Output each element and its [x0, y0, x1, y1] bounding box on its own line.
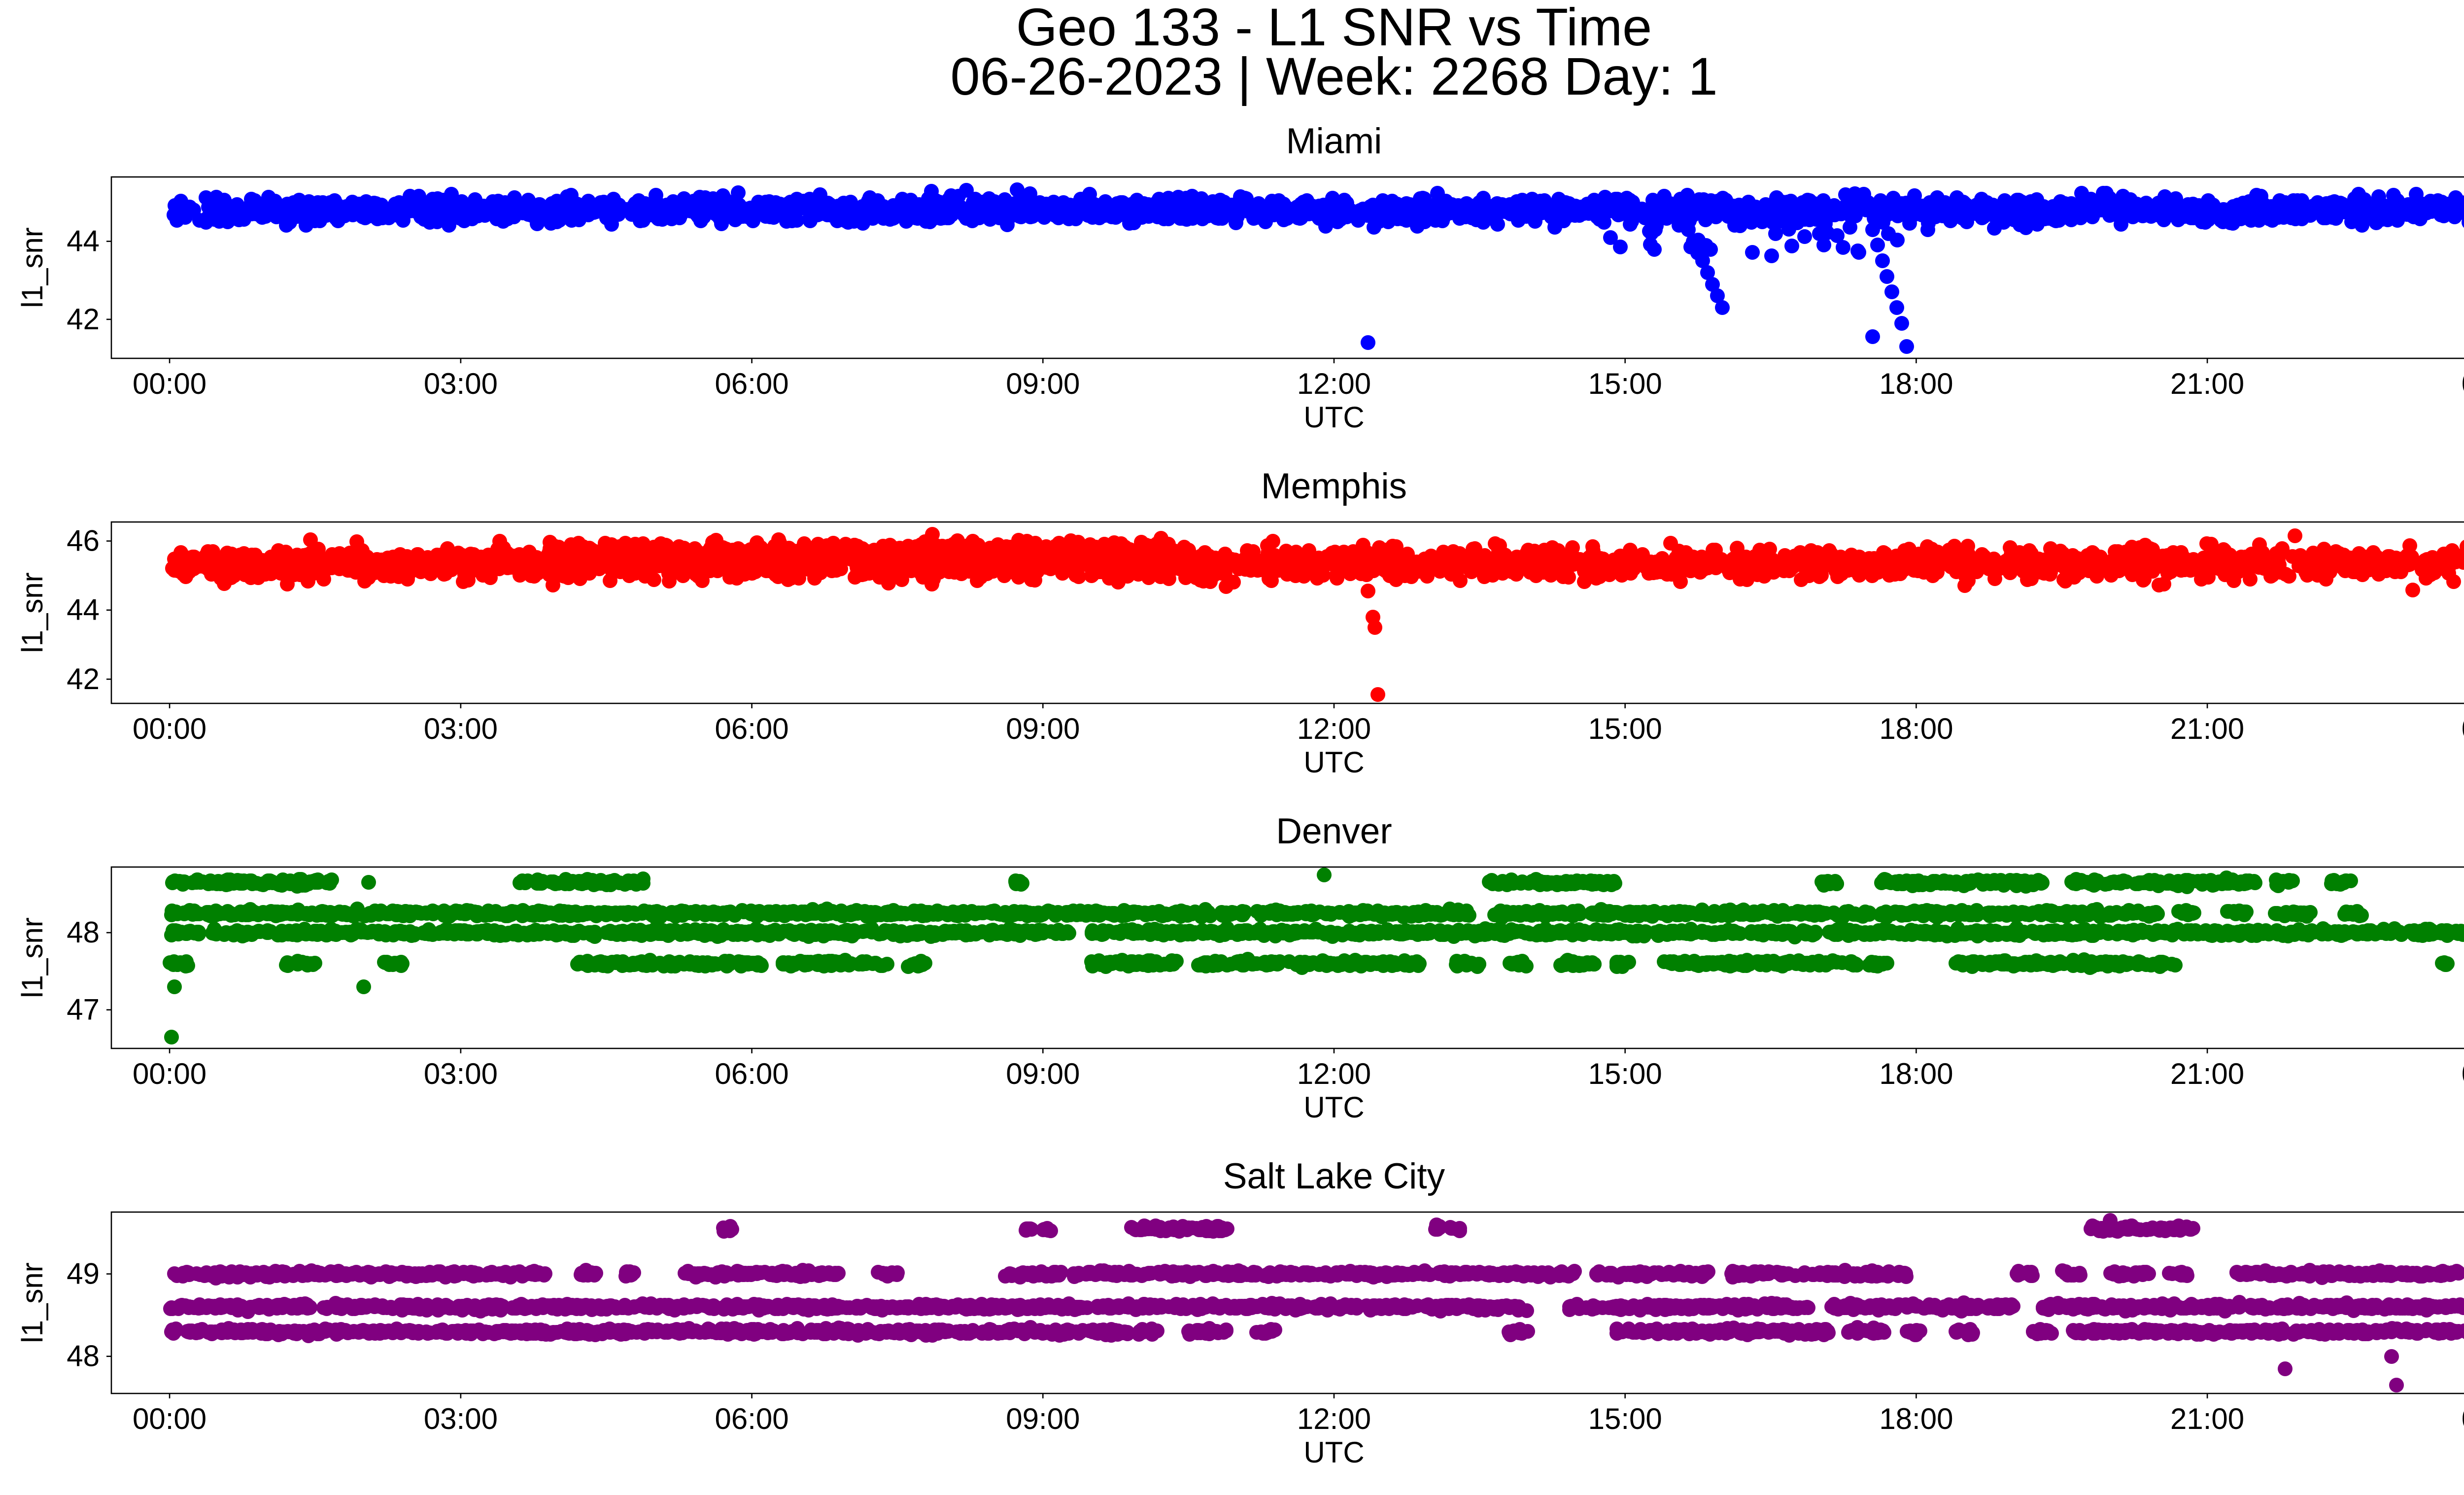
svg-text:UTC: UTC: [1303, 401, 1364, 434]
svg-text:18:00: 18:00: [1879, 367, 1953, 400]
svg-text:42: 42: [67, 303, 100, 336]
svg-text:44: 44: [67, 225, 100, 258]
svg-text:12:00: 12:00: [1297, 367, 1371, 400]
svg-text:00:00: 00:00: [2462, 367, 2464, 400]
svg-text:09:00: 09:00: [1006, 367, 1080, 400]
svg-text:03:00: 03:00: [424, 367, 498, 400]
svg-text:06-26-2023 | Week: 2268 Day: 1: 06-26-2023 | Week: 2268 Day: 1: [950, 46, 1717, 106]
svg-text:Miami: Miami: [1286, 121, 1382, 161]
svg-text:15:00: 15:00: [1588, 367, 1662, 400]
svg-text:00:00: 00:00: [133, 367, 206, 400]
svg-text:l1_snr: l1_snr: [16, 227, 49, 308]
svg-text:21:00: 21:00: [2170, 367, 2244, 400]
svg-text:06:00: 06:00: [715, 367, 789, 400]
svg-text:Memphis: Memphis: [1261, 466, 1407, 506]
